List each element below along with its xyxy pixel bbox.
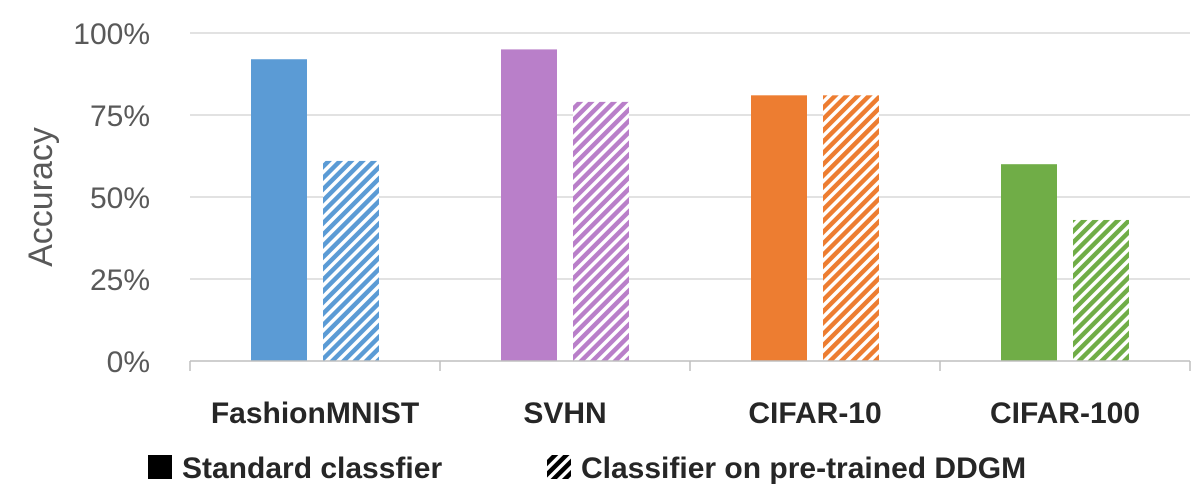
bar-svhn-pretrained (573, 101, 629, 361)
y-axis-label: Accuracy (22, 127, 60, 267)
x-axis (189, 360, 1191, 371)
bar-fashionmnist-standard (251, 59, 307, 362)
x-category-label: FashionMNIST (211, 397, 419, 430)
x-category-label: CIFAR-10 (748, 397, 881, 430)
bar-fashionmnist-pretrained (323, 160, 379, 361)
bar-cifar-100-pretrained (1073, 219, 1129, 361)
legend-label-standard: Standard classfier (182, 452, 442, 485)
y-tick-label: 50% (90, 182, 150, 215)
y-tick-label: 0% (107, 346, 150, 379)
x-category-label: SVHN (523, 397, 606, 430)
y-tick-labels: 0% 25% 50% 75% 100% (73, 18, 150, 379)
y-tick-label: 75% (90, 100, 150, 133)
y-tick-label: 25% (90, 264, 150, 297)
legend: Standard classfier Classifier on pre-tra… (148, 452, 1026, 485)
bar-svhn-standard (501, 49, 557, 362)
legend-swatch-standard (148, 455, 172, 479)
bar-cifar-100-standard (1001, 164, 1057, 361)
legend-label-pretrained: Classifier on pre-trained DDGM (581, 452, 1026, 485)
bar-cifar-10-pretrained (823, 95, 879, 361)
y-tick-label: 100% (73, 18, 150, 51)
bar-cifar-10-standard (751, 95, 807, 361)
category-labels: FashionMNIST SVHN CIFAR-10 CIFAR-100 (211, 397, 1140, 430)
bars (251, 49, 1129, 362)
x-category-label: CIFAR-100 (990, 397, 1140, 430)
legend-swatch-pretrained (547, 455, 571, 479)
